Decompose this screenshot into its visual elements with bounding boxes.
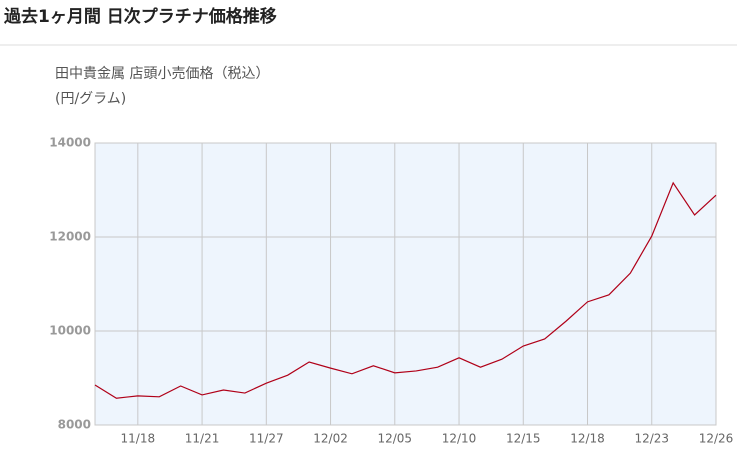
grid: 8000 10000 12000 14000 11/18 11/21 11/27 12/02 1… [49, 136, 733, 446]
chart-subtitle: (円/グラム) [55, 91, 126, 107]
x-tick-label: 12/02 [313, 432, 348, 446]
y-tick-label: 12000 [49, 230, 91, 244]
marks [94, 181, 717, 399]
x-tick-label: 12/18 [570, 432, 605, 446]
x-tick-label: 11/18 [121, 432, 156, 446]
plot-area [95, 143, 716, 425]
page-title: 過去1ヶ月間 日次プラチナ価格推移 [4, 6, 277, 27]
x-tick-label: 11/27 [249, 432, 284, 446]
chart-title: 田中貴金属 店頭小売価格（税込） [55, 66, 269, 82]
x-tick-label: 12/05 [377, 432, 412, 446]
x-tick-label: 12/15 [506, 432, 541, 446]
y-tick-label: 8000 [58, 418, 91, 432]
x-tick-label: 12/23 [634, 432, 669, 446]
x-tick-label: 12/26 [699, 432, 734, 446]
price-line [94, 181, 717, 399]
y-tick-label: 14000 [49, 136, 91, 150]
x-tick-label: 12/10 [442, 432, 477, 446]
plot-border [94, 142, 717, 426]
x-tick-label: 11/21 [185, 432, 220, 446]
y-tick-label: 10000 [49, 324, 91, 338]
